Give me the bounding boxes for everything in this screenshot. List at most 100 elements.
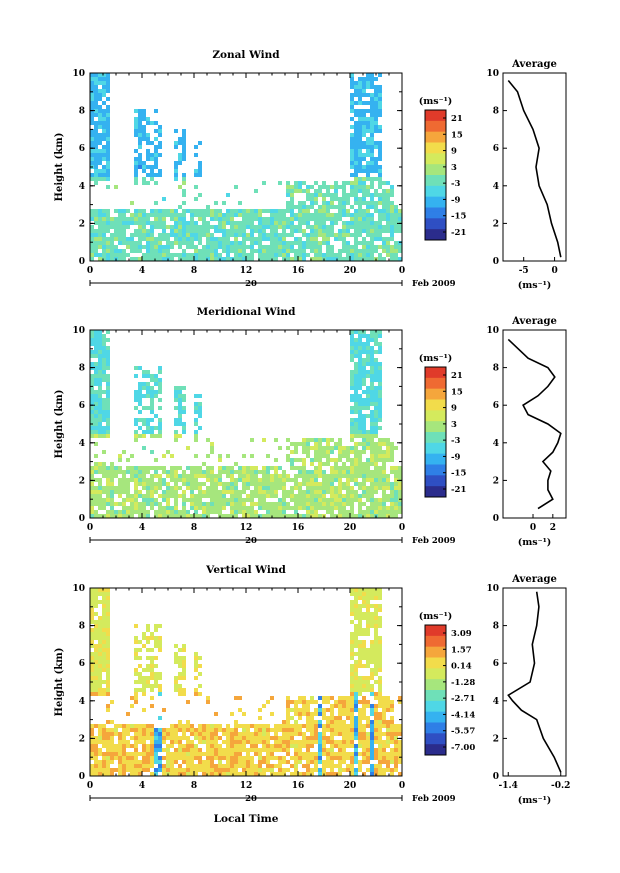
- colorbar-segment: [425, 140, 446, 143]
- heatmap-cell: [190, 245, 194, 249]
- colorbar-segment: [425, 705, 446, 708]
- heatmap-cell: [318, 768, 322, 772]
- heatmap-cell: [366, 145, 370, 149]
- heatmap-cell: [398, 482, 402, 486]
- heatmap-cell: [374, 233, 378, 237]
- heatmap-cell: [206, 249, 210, 253]
- heatmap-cell: [198, 684, 202, 688]
- heatmap-cell: [370, 366, 374, 370]
- heatmap-cell: [146, 237, 150, 241]
- heatmap-cell: [362, 366, 366, 370]
- heatmap-cell: [98, 177, 102, 181]
- heatmap-cell: [378, 177, 382, 181]
- heatmap-cell: [374, 612, 378, 616]
- heatmap-cell: [254, 229, 258, 233]
- heatmap-cell: [306, 478, 310, 482]
- heatmap-cell: [290, 193, 294, 197]
- heatmap-cell: [234, 249, 238, 253]
- heatmap-cell: [362, 342, 366, 346]
- heatmap-cell: [194, 410, 198, 414]
- heatmap-cell: [358, 728, 362, 732]
- heatmap-cell: [314, 197, 318, 201]
- heatmap-cell: [326, 237, 330, 241]
- heatmap-cell: [154, 470, 158, 474]
- heatmap-cell: [198, 474, 202, 478]
- heatmap-cell: [218, 502, 222, 506]
- heatmap-cell: [342, 450, 346, 454]
- heatmap-cell: [342, 506, 346, 510]
- heatmap-cell: [374, 237, 378, 241]
- heatmap-cell: [190, 209, 194, 213]
- heatmap-cell: [94, 434, 98, 438]
- colorbar-segment: [425, 427, 446, 431]
- x-tick-label: 0: [87, 523, 93, 533]
- heatmap-cell: [234, 213, 238, 217]
- heatmap-cell: [398, 213, 402, 217]
- heatmap-cell: [398, 470, 402, 474]
- colorbar-segment: [425, 131, 446, 135]
- heatmap-cell: [370, 708, 374, 712]
- heatmap-cell: [146, 173, 150, 177]
- heatmap-cell: [174, 688, 178, 692]
- heatmap-cell: [194, 245, 198, 249]
- heatmap-cell: [106, 157, 110, 161]
- heatmap-cell: [362, 712, 366, 716]
- heatmap-cell: [214, 732, 218, 736]
- heatmap-cell: [90, 502, 94, 506]
- heatmap-cell: [366, 85, 370, 89]
- heatmap-cell: [94, 109, 98, 113]
- heatmap-cell: [98, 430, 102, 434]
- heatmap-cell: [314, 486, 318, 490]
- heatmap-cell: [354, 672, 358, 676]
- heatmap-cell: [230, 740, 234, 744]
- heatmap-cell: [314, 756, 318, 760]
- heatmap-cell: [294, 486, 298, 490]
- heatmap-cell: [250, 213, 254, 217]
- heatmap-cell: [358, 744, 362, 748]
- heatmap-cell: [310, 494, 314, 498]
- heatmap-cell: [286, 748, 290, 752]
- heatmap-cell: [290, 772, 294, 776]
- heatmap-cell: [298, 756, 302, 760]
- heatmap-cell: [374, 592, 378, 596]
- heatmap-cell: [134, 494, 138, 498]
- heatmap-cell: [210, 213, 214, 217]
- heatmap-cell: [182, 756, 186, 760]
- heatmap-cell: [94, 330, 98, 334]
- date-label: Feb 2009: [412, 279, 456, 289]
- heatmap-cell: [206, 510, 210, 514]
- heatmap-cell: [370, 418, 374, 422]
- heatmap-cell: [114, 221, 118, 225]
- heatmap-cell: [306, 772, 310, 776]
- heatmap-cell: [366, 756, 370, 760]
- heatmap-cell: [354, 462, 358, 466]
- heatmap-cell: [314, 720, 318, 724]
- heatmap-cell: [98, 253, 102, 257]
- heatmap-cell: [106, 632, 110, 636]
- heatmap-cell: [266, 756, 270, 760]
- heatmap-cell: [358, 760, 362, 764]
- heatmap-cell: [310, 225, 314, 229]
- heatmap-cell: [166, 241, 170, 245]
- heatmap-cell: [198, 426, 202, 430]
- heatmap-cell: [334, 197, 338, 201]
- heatmap-cell: [330, 720, 334, 724]
- colorbar-segment: [425, 484, 446, 487]
- heatmap-cell: [162, 454, 166, 458]
- heatmap-cell: [270, 217, 274, 221]
- heatmap-cell: [330, 482, 334, 486]
- heatmap-cell: [246, 494, 250, 498]
- heatmap-cell: [298, 229, 302, 233]
- heatmap-cell: [386, 442, 390, 446]
- heatmap-cell: [358, 498, 362, 502]
- heatmap-cell: [242, 768, 246, 772]
- average-profile-line: [507, 338, 562, 510]
- colorbar-tick-label: -3: [451, 179, 461, 189]
- heatmap-cell: [122, 756, 126, 760]
- heatmap-cell: [350, 330, 354, 334]
- heatmap-cell: [310, 438, 314, 442]
- heatmap-cell: [90, 394, 94, 398]
- heatmap-cell: [194, 744, 198, 748]
- heatmap-cell: [162, 249, 166, 253]
